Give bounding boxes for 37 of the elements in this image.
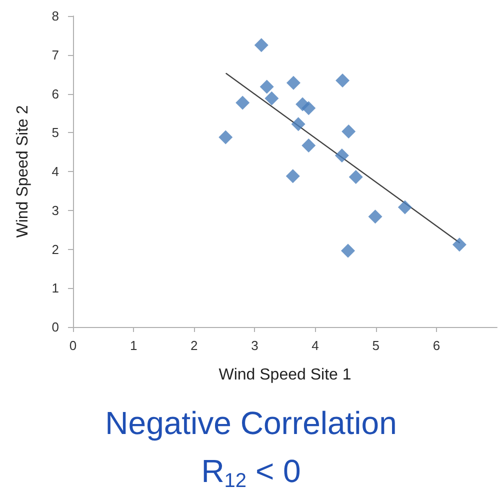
point	[264, 91, 279, 106]
y-tick-label: 3	[52, 202, 59, 218]
point	[302, 138, 316, 152]
x-tick-label: 4	[312, 338, 319, 353]
x-tick-label: 5	[372, 338, 380, 353]
text: Negative Correlation	[105, 405, 397, 441]
y-tick-label: 5	[52, 125, 59, 140]
y-tick-label: 4	[52, 164, 59, 179]
x-tick-label: 6	[432, 338, 440, 353]
x-tick-label: 1	[130, 338, 138, 353]
point	[286, 76, 300, 90]
x-tick-label: 3	[251, 338, 258, 353]
y-tick-label: 6	[52, 86, 59, 102]
point	[302, 101, 316, 116]
y-tick-label: 7	[52, 47, 59, 62]
point	[336, 74, 350, 88]
y-tick-label: 8	[52, 8, 59, 24]
point	[218, 130, 233, 144]
point	[254, 38, 268, 52]
y-tick-label: 2	[52, 242, 59, 257]
point	[342, 124, 356, 138]
point	[398, 200, 412, 214]
point	[340, 244, 355, 258]
x-tick-label: 0	[69, 338, 77, 353]
x-tick-label: 2	[190, 338, 198, 353]
point	[368, 210, 382, 224]
y-tick-label: 1	[52, 280, 59, 296]
y-tick-label: 0	[52, 320, 59, 334]
y-axis-title: Wind Speed Site 2	[14, 105, 32, 238]
point	[334, 148, 349, 163]
point	[286, 169, 300, 184]
point	[260, 80, 274, 94]
x-axis-title: Wind Speed Site 1	[218, 366, 352, 384]
point	[348, 170, 363, 184]
point	[452, 238, 466, 252]
point	[236, 96, 250, 110]
point	[291, 117, 306, 132]
